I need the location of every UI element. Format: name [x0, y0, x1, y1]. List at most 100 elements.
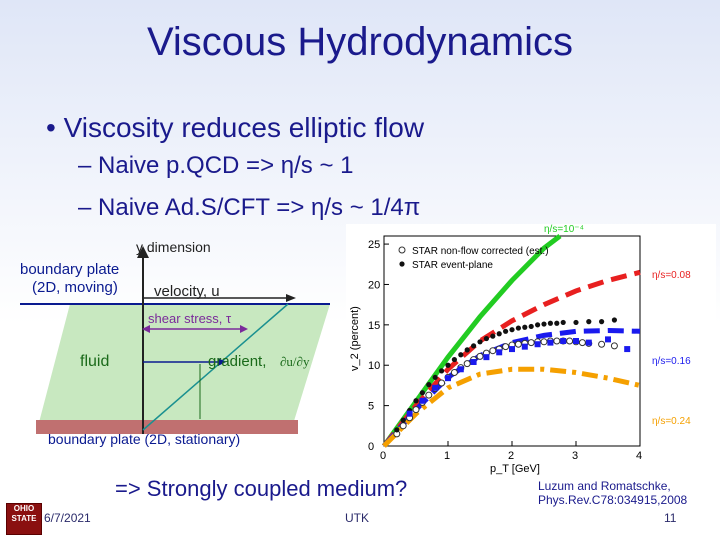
curve-1 — [382, 269, 641, 448]
slide-title: Viscous Hydrodynamics — [146, 20, 574, 64]
point-square — [406, 410, 413, 417]
point-eventplane — [586, 319, 592, 325]
point-eventplane — [547, 320, 553, 326]
point-square — [483, 354, 490, 361]
y-tick-label: 25 — [368, 239, 380, 251]
fluid-label: fluid — [80, 353, 109, 370]
point-nonflow — [463, 360, 471, 368]
point-nonflow — [425, 391, 433, 399]
point-square — [624, 346, 631, 353]
curve-label-0: η/s=10⁻⁴ — [544, 224, 584, 235]
reference-line-1: Luzum and Romatschke, — [538, 479, 671, 493]
legend-entry-1: STAR event-plane — [412, 260, 493, 271]
y-tick-label: 0 — [368, 441, 374, 453]
bottom-plate-label: boundary plate (2D, stationary) — [48, 431, 240, 447]
point-nonflow — [553, 337, 561, 345]
point-nonflow — [578, 339, 586, 347]
point-square — [419, 397, 426, 404]
x-tick-label: 4 — [636, 450, 642, 462]
top-plate-label-2: (2D, moving) — [32, 279, 118, 296]
x-axis-label: p_T [GeV] — [490, 463, 540, 475]
point-nonflow — [450, 369, 458, 376]
profile-arrow-icon — [218, 358, 226, 366]
point-eventplane — [432, 374, 438, 380]
footer-date: 6/7/2021 — [44, 511, 91, 525]
point-nonflow — [502, 343, 510, 351]
velocity-arrow-icon — [286, 294, 296, 302]
legend-marker-0 — [398, 246, 406, 254]
point-nonflow — [399, 422, 407, 430]
point-eventplane — [483, 335, 489, 342]
y-dimension-label: y dimension — [136, 239, 211, 255]
point-eventplane — [419, 390, 425, 396]
x-tick-label: 3 — [572, 450, 578, 462]
point-eventplane — [528, 323, 534, 330]
x-tick-label: 0 — [380, 450, 386, 462]
point-eventplane — [509, 327, 515, 333]
point-square — [573, 338, 579, 344]
curve-label-1: η/s=0.08 — [652, 270, 691, 281]
footer-center: UTK — [345, 511, 369, 525]
shear-stress-label: shear stress, τ — [148, 311, 232, 326]
point-nonflow — [598, 340, 606, 348]
y-tick-label: 15 — [368, 320, 380, 332]
curve-label-3: η/s=0.24 — [652, 416, 691, 427]
reference-citation: Luzum and Romatschke, Phys.Rev.C78:03491… — [538, 479, 687, 507]
curve-label-2: η/s=0.16 — [652, 356, 691, 367]
point-nonflow — [610, 342, 618, 350]
point-eventplane — [560, 319, 566, 326]
bottom-plate — [36, 420, 298, 434]
point-square — [605, 336, 611, 343]
point-eventplane — [522, 324, 528, 330]
y-tick-label: 5 — [368, 401, 374, 413]
point-eventplane — [490, 333, 496, 339]
point-square — [560, 338, 567, 344]
point-eventplane — [611, 317, 617, 323]
x-tick-label: 2 — [508, 450, 514, 462]
point-eventplane — [477, 339, 483, 345]
point-square — [509, 346, 515, 353]
point-eventplane — [573, 319, 579, 326]
point-eventplane — [535, 322, 541, 328]
reference-line-2: Phys.Rev.C78:034915,2008 — [538, 493, 688, 507]
point-square — [534, 341, 541, 348]
point-square — [547, 339, 554, 346]
point-eventplane — [496, 331, 502, 337]
point-nonflow — [438, 379, 446, 387]
y-tick-label: 10 — [368, 360, 380, 372]
point-square — [521, 343, 528, 350]
point-nonflow — [527, 339, 535, 347]
point-eventplane — [445, 362, 451, 368]
point-eventplane — [515, 325, 521, 331]
point-eventplane — [599, 319, 605, 325]
point-square — [445, 375, 451, 382]
subbullet-pqcd: – Naive p.QCD => η/s ~ 1 — [78, 152, 354, 179]
point-square — [496, 349, 503, 356]
conclusion-text: => Strongly coupled medium? — [115, 476, 408, 501]
point-nonflow — [514, 340, 522, 348]
gradient-label: gradient, — [208, 353, 266, 370]
gradient-expr: ∂u/∂y — [280, 354, 310, 369]
point-nonflow — [566, 337, 574, 345]
point-eventplane — [451, 356, 457, 363]
point-square — [432, 384, 439, 391]
subbullet-adscft: – Naive Ad.S/CFT => η/s ~ 1/4π — [78, 194, 421, 221]
point-eventplane — [426, 382, 432, 388]
point-square — [470, 359, 477, 365]
point-eventplane — [471, 343, 477, 349]
velocity-label: velocity, u — [154, 283, 220, 300]
point-nonflow — [489, 347, 497, 355]
point-nonflow — [540, 338, 548, 346]
legend-entry-0: STAR non-flow corrected (est.) — [412, 246, 549, 257]
point-nonflow — [412, 406, 420, 414]
point-eventplane — [464, 347, 470, 353]
fluid-region — [36, 304, 330, 434]
y-axis-label: v_2 (percent) — [349, 306, 361, 371]
velocity-profile — [142, 303, 289, 431]
shear-flow-diagram: y dimension boundary plate (2D, moving) … — [20, 239, 330, 447]
bullet-viscosity: • Viscosity reduces elliptic flow — [46, 112, 425, 143]
v2-chart: 0 1 2 3 4 0 5 10 15 20 25 p_T [GeV] v_2 (percent) η/s… — [346, 224, 716, 476]
legend-marker-1 — [399, 261, 405, 267]
curve-2 — [382, 327, 641, 448]
point-nonflow — [476, 352, 484, 360]
